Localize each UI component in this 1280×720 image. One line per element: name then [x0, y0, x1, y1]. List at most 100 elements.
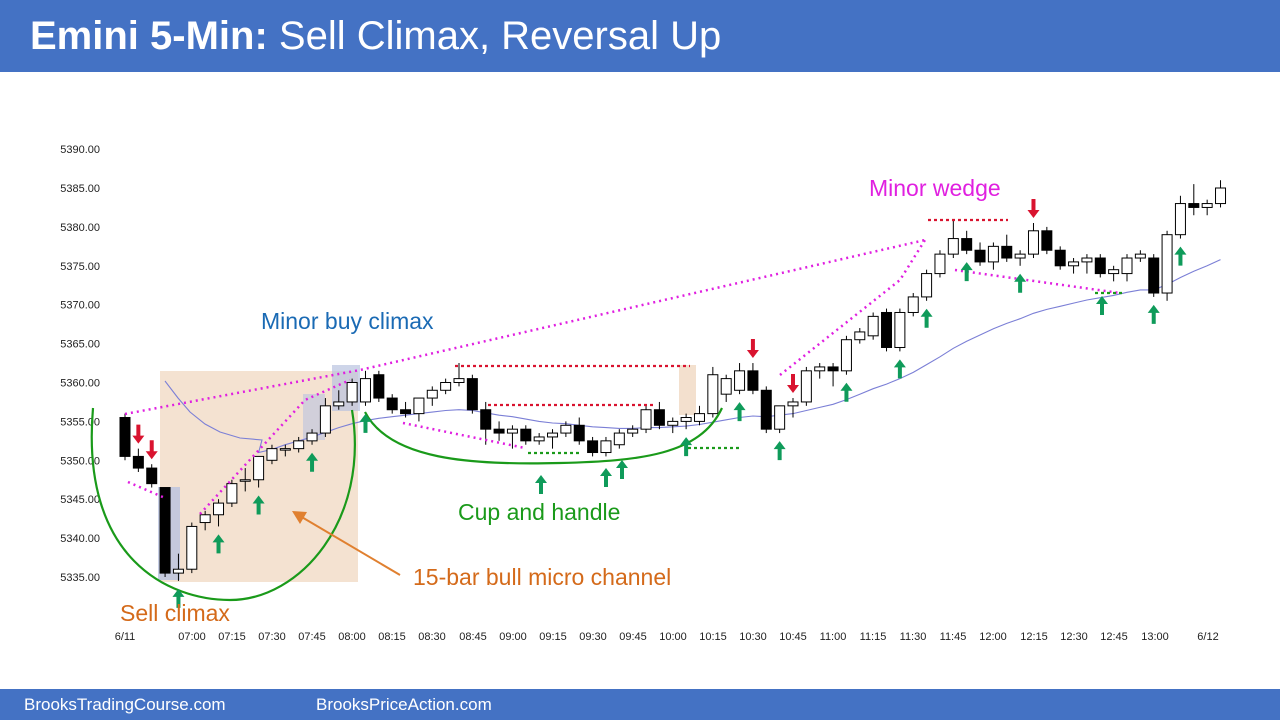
bull-candle	[921, 273, 933, 298]
x-tick-label: 08:30	[418, 631, 446, 643]
bull-signal-arrow	[1174, 246, 1187, 266]
bull-signal-arrow	[252, 495, 265, 515]
bear-signal-arrow	[1027, 199, 1040, 219]
bull-signal-arrow	[359, 413, 372, 433]
bear-candle	[573, 424, 585, 442]
page-title: Emini 5-Min: Sell Climax, Reversal Up	[30, 14, 721, 58]
bull-candle	[359, 378, 371, 403]
bull-candle	[640, 409, 652, 430]
y-axis: 5390.00 5385.00 5380.00 5375.00 5370.00 5365.…	[60, 144, 100, 584]
x-tick-label: 10:30	[739, 631, 767, 643]
bear-candle	[1041, 230, 1053, 251]
micro-channel-pointer	[299, 515, 401, 576]
bear-candle	[747, 370, 759, 391]
bull-candle	[894, 311, 906, 348]
bull-candle	[1121, 257, 1133, 275]
y-tick-label: 5380.00	[60, 222, 100, 234]
bull-signal-arrow	[893, 359, 906, 379]
bull-candle	[1201, 203, 1213, 208]
y-tick-label: 5390.00	[60, 144, 100, 156]
x-tick-label: 07:15	[218, 631, 246, 643]
bull-candle	[253, 455, 265, 481]
wedge-bottom-line	[954, 268, 1121, 295]
y-tick-label: 5365.00	[60, 339, 100, 351]
bull-candle	[613, 432, 625, 446]
candlestick-chart: 5390.00 5385.00 5380.00 5375.00 5370.00 5365.…	[60, 144, 1227, 643]
bear-candle	[119, 417, 131, 457]
x-tick-label: 6/11	[115, 631, 136, 643]
x-tick-label: 09:45	[619, 631, 647, 643]
y-tick-label: 5360.00	[60, 378, 100, 390]
bull-candle	[239, 479, 251, 482]
bull-candle	[800, 370, 812, 403]
bull-candle	[453, 378, 465, 383]
bear-candle	[466, 378, 478, 411]
bull-candle	[547, 432, 559, 438]
bear-candle	[373, 374, 385, 399]
bull-candle	[667, 420, 679, 426]
y-tick-label: 5375.00	[60, 261, 100, 273]
bear-candle	[1148, 257, 1160, 294]
bull-candle	[199, 514, 211, 524]
minor-wedge-label: Minor wedge	[869, 175, 1001, 201]
bull-signal-arrow	[600, 468, 612, 487]
y-tick-label: 5370.00	[60, 300, 100, 312]
bull-candle	[707, 374, 719, 415]
bear-candle	[827, 366, 839, 372]
bull-candle	[306, 432, 318, 442]
rally-trend-line	[779, 239, 927, 376]
bull-signal-arrow	[306, 452, 319, 472]
bear-signal-arrow	[787, 374, 799, 394]
bull-signal-arrow	[680, 437, 693, 457]
title-bold: Emini 5-Min:	[30, 14, 268, 58]
bear-signal-arrow	[145, 440, 158, 460]
y-tick-label: 5385.00	[60, 183, 100, 195]
x-tick-label: 11:30	[900, 631, 927, 643]
x-tick-label: 07:00	[178, 631, 206, 643]
bull-candle	[1215, 187, 1227, 205]
bear-candle	[159, 487, 171, 574]
x-tick-label: 09:00	[499, 631, 527, 643]
bear-candle	[1094, 257, 1106, 275]
bull-candle	[426, 389, 438, 399]
bull-candle	[840, 339, 852, 372]
bull-candle	[814, 366, 826, 372]
bull-candle	[266, 448, 278, 461]
bear-candle	[1054, 249, 1066, 267]
bull-signal-arrow	[616, 460, 628, 479]
x-tick-label: 07:45	[298, 631, 326, 643]
micro-channel-label: 15-bar bull micro channel	[413, 564, 671, 590]
x-tick-label: 12:45	[1100, 631, 1128, 643]
bear-candle	[587, 440, 599, 454]
bull-candle	[1081, 257, 1093, 263]
x-tick-label: 08:15	[378, 631, 406, 643]
bull-candle	[934, 253, 946, 275]
x-tick-label: 13:00	[1141, 631, 1169, 643]
annotations: Sell climax 15-bar bull micro channel Mi…	[120, 175, 1001, 626]
cup-and-handle-label: Cup and handle	[458, 499, 620, 525]
brooks-price-action-link[interactable]: BrooksPriceAction.com	[316, 695, 492, 714]
bull-signal-arrow	[535, 475, 547, 494]
bull-candle	[600, 440, 612, 454]
bull-candle	[734, 370, 746, 391]
bull-signal-arrow	[1096, 296, 1108, 315]
bull-candle	[172, 568, 184, 574]
y-tick-label: 5355.00	[60, 416, 100, 428]
x-tick-label: 08:00	[338, 631, 366, 643]
x-tick-label: 09:15	[539, 631, 567, 643]
signal-arrows	[132, 199, 1187, 608]
bull-candle	[279, 448, 291, 451]
bull-signal-arrow	[1147, 304, 1160, 324]
x-tick-label: 09:30	[579, 631, 607, 643]
bull-signal-arrow	[1014, 273, 1027, 293]
brooks-trading-course-link[interactable]: BrooksTradingCourse.com	[24, 695, 226, 714]
x-tick-label: 08:45	[459, 631, 487, 643]
bear-candle	[146, 467, 158, 485]
bull-signal-arrow	[840, 382, 853, 402]
x-tick-label: 6/12	[1197, 631, 1218, 643]
x-tick-label: 12:15	[1020, 631, 1048, 643]
x-tick-label: 11:00	[820, 631, 847, 643]
bear-candle	[493, 428, 505, 434]
micro-channel-pointer-head	[292, 511, 307, 524]
candles	[119, 180, 1227, 581]
